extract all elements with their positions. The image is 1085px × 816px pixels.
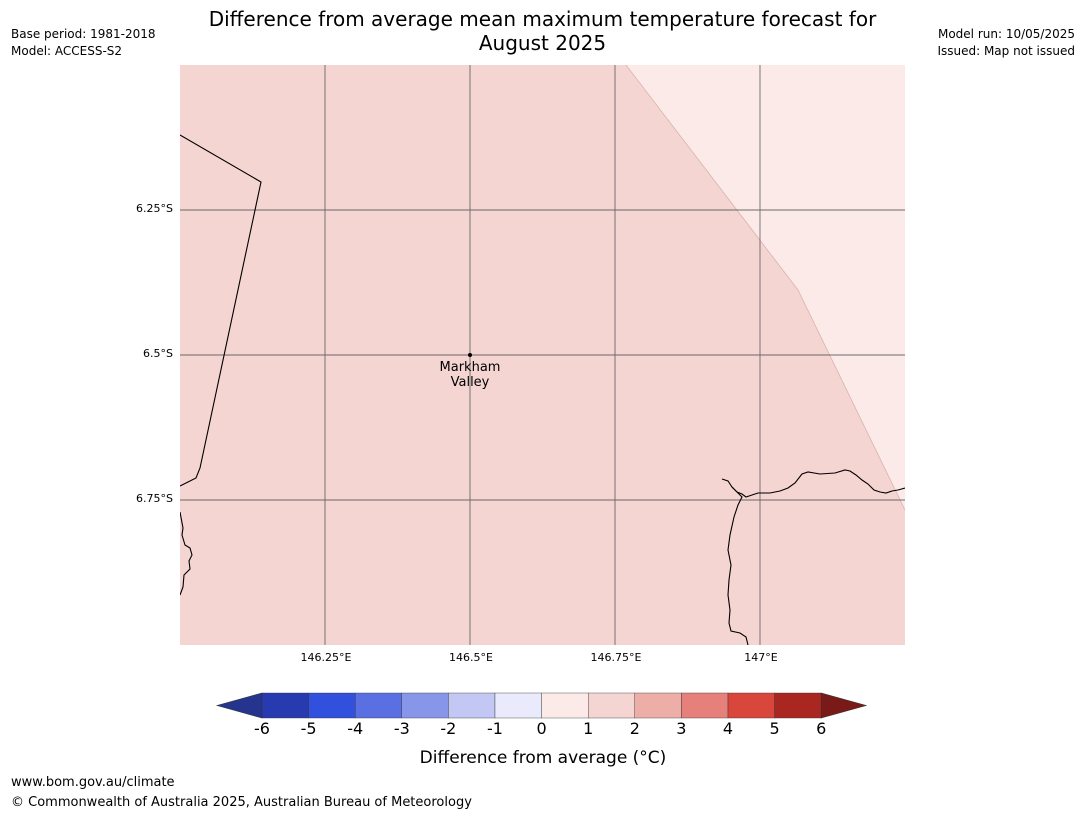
colorbar-tick-label: 0	[536, 719, 547, 738]
footer-copyright: © Commonwealth of Australia 2025, Austra…	[11, 795, 472, 810]
title-line-2: August 2025	[478, 31, 607, 55]
colorbar-cell	[494, 692, 542, 719]
colorbar-cell	[727, 692, 775, 719]
colorbar-tick-label: 1	[583, 719, 594, 738]
colorbar-cell	[354, 692, 402, 719]
model-run-text: Model run: 10/05/2025	[937, 27, 1075, 41]
colorbar-tick-label: -1	[487, 719, 503, 738]
lon-label-147: 147°E	[744, 651, 778, 664]
colorbar-tick-label: 6	[816, 719, 827, 738]
colorbar-extend-low	[215, 692, 263, 719]
colorbar-tick-label: -5	[300, 719, 317, 738]
base-period-text: Base period: 1981-2018	[11, 27, 156, 41]
colorbar-cell	[681, 692, 729, 719]
colorbar-tick-label: -6	[254, 719, 270, 738]
boundary-line-west	[180, 134, 262, 487]
colorbar-tick-label: 5	[769, 719, 780, 738]
meta-left: Base period: 1981-2018 Model: ACCESS-S2	[11, 26, 156, 60]
map-title: Difference from average mean maximum tem…	[130, 7, 955, 55]
lon-label-146-5: 146.5°E	[449, 651, 493, 664]
colorbar-cell	[308, 692, 356, 719]
colorbar-extend-high	[820, 692, 868, 719]
place-label-line-1: Markham	[439, 360, 501, 375]
colorbar-tick-label: 4	[722, 719, 734, 738]
coastline-east-upper	[721, 469, 905, 498]
contour-edge	[625, 65, 905, 511]
colorbar-cell	[774, 692, 822, 719]
colorbar-cell	[401, 692, 449, 719]
model-text: Model: ACCESS-S2	[11, 44, 123, 58]
issued-text: Issued: Map not issued	[937, 44, 1075, 58]
lat-label-6-25: 6.25°S	[136, 202, 173, 215]
place-label: Markham Valley	[420, 360, 520, 390]
colorbar-cell	[634, 692, 682, 719]
lon-label-146-25: 146.25°E	[300, 651, 352, 664]
colorbar-tick-label: -2	[440, 719, 457, 738]
colorbar-tick-label: 2	[629, 719, 640, 738]
colorbar-label: Difference from average (°C)	[419, 748, 667, 768]
colorbar-cell	[541, 692, 589, 719]
colorbar-cell	[261, 692, 309, 719]
colorbar-tick-label: -3	[393, 719, 410, 738]
colorbar-tick-label: 3	[676, 719, 687, 738]
colorbar-cells	[215, 692, 868, 719]
lon-label-146-75: 146.75°E	[590, 651, 642, 664]
coastlines	[180, 134, 905, 645]
graticule	[180, 65, 905, 645]
colorbar-cell	[588, 692, 636, 719]
coastline-east-lower	[727, 486, 749, 645]
title-line-1: Difference from average mean maximum tem…	[208, 7, 877, 31]
colorbar-cell	[448, 692, 496, 719]
meta-right: Model run: 10/05/2025 Issued: Map not is…	[937, 26, 1075, 60]
anomaly-area-0-1	[626, 65, 905, 510]
coastline-west	[180, 511, 193, 596]
place-marker	[468, 353, 472, 357]
lat-label-6-75: 6.75°S	[136, 492, 173, 505]
map-panel[interactable]	[180, 65, 905, 645]
colorbar-tick-label: -4	[347, 719, 364, 738]
colorbar	[215, 692, 868, 719]
place-label-line-2: Valley	[450, 375, 490, 390]
lat-label-6-5: 6.5°S	[143, 347, 173, 360]
footer-url[interactable]: www.bom.gov.au/climate	[11, 775, 175, 790]
